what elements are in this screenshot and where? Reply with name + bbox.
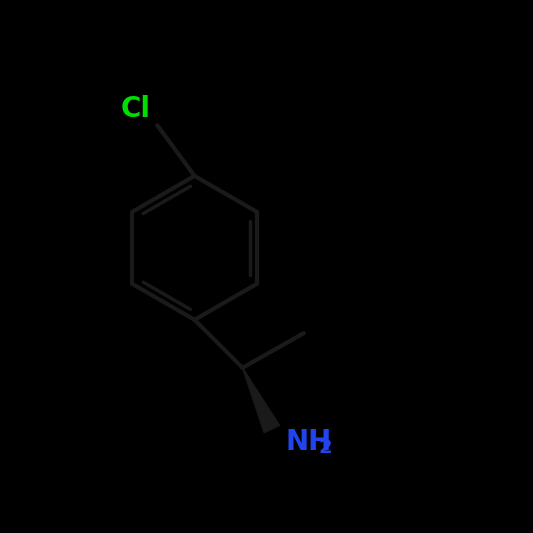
Text: NH: NH	[285, 429, 332, 456]
Text: Cl: Cl	[121, 94, 151, 123]
Text: 2: 2	[318, 438, 332, 457]
Polygon shape	[243, 368, 279, 433]
